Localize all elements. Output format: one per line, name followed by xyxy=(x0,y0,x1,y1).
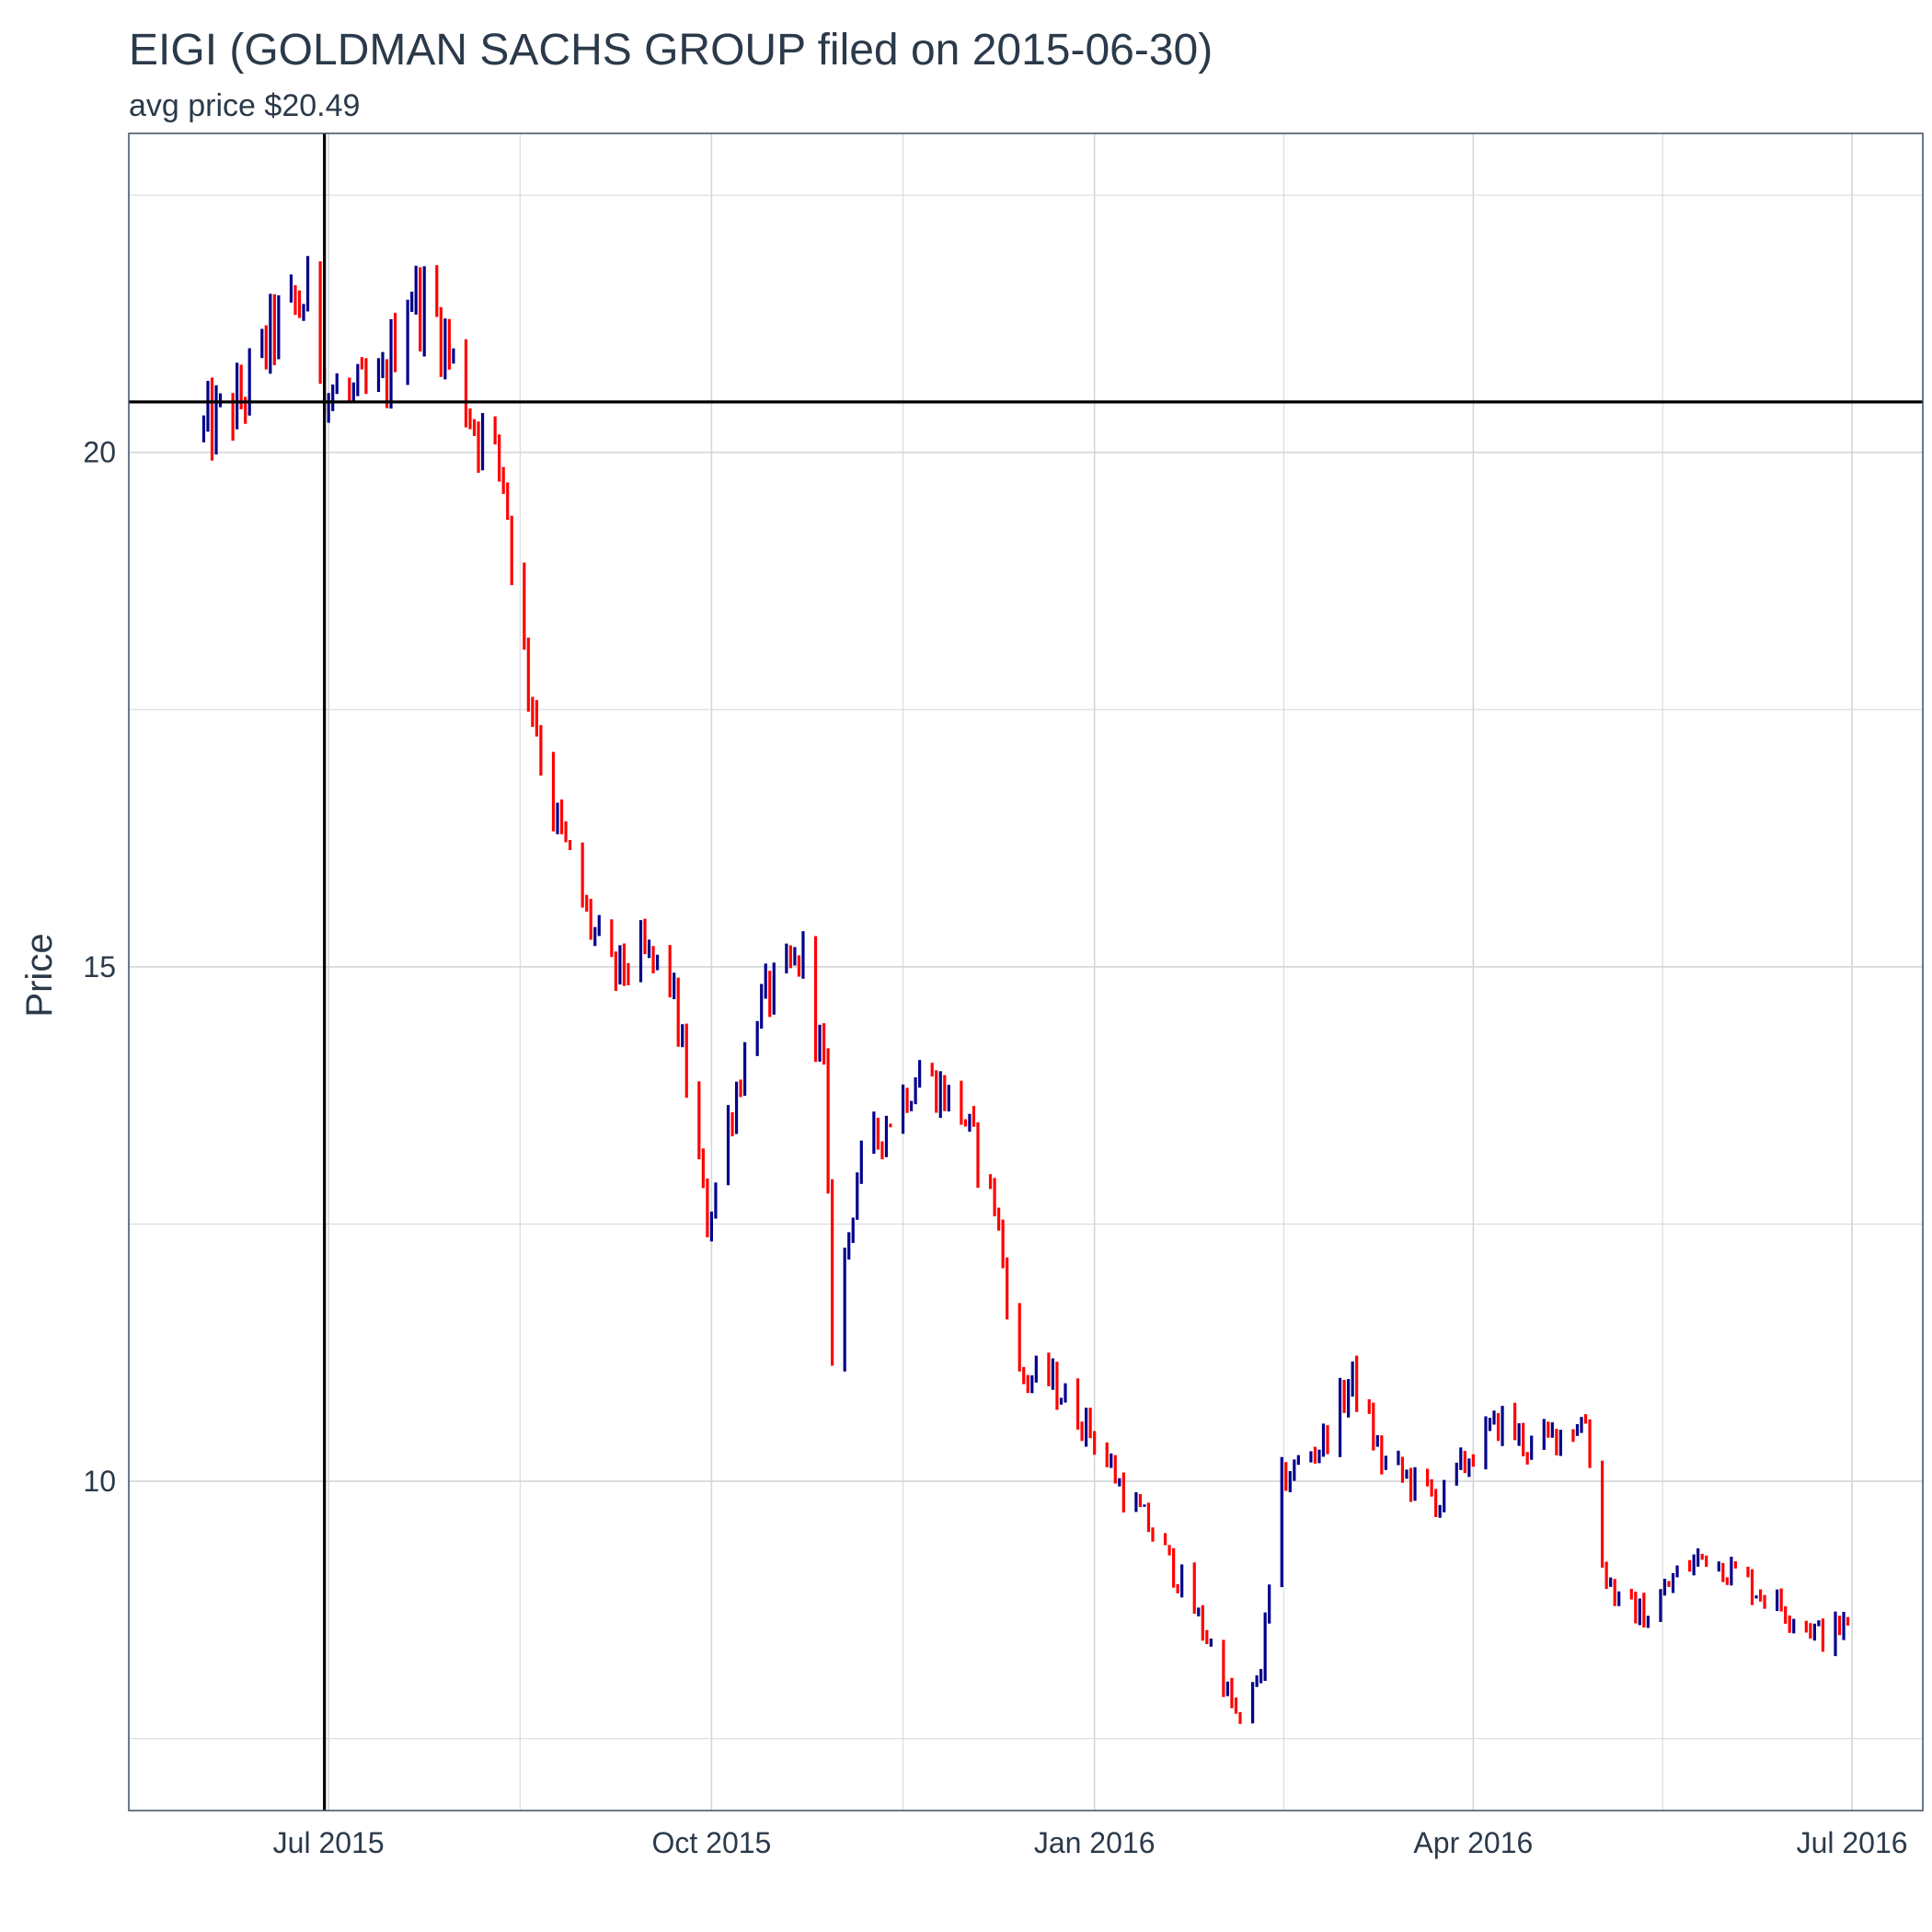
x-tick-label: Jul 2016 xyxy=(1797,1826,1908,1859)
price-bars xyxy=(201,256,1850,1724)
chart-subtitle: avg price $20.49 xyxy=(129,88,360,123)
y-axis-title: Price xyxy=(19,933,60,1017)
y-tick-label: 20 xyxy=(83,436,116,469)
x-tick-label: Oct 2015 xyxy=(651,1826,771,1859)
x-tick-label: Apr 2016 xyxy=(1413,1826,1533,1859)
reference-lines xyxy=(129,133,1923,1811)
plot-panel xyxy=(128,132,1924,1811)
x-axis-ticks: Jul 2015 Oct 2015 Jan 2016 Apr 2016 Jul 2016 xyxy=(273,1826,1908,1859)
x-tick-label: Jan 2016 xyxy=(1034,1826,1156,1859)
chart-title: EIGI (GOLDMAN SACHS GROUP filed on 2015-… xyxy=(129,26,1213,75)
grid-major xyxy=(129,133,1923,1811)
y-tick-label: 10 xyxy=(83,1465,116,1498)
x-tick-label: Jul 2015 xyxy=(273,1826,385,1859)
y-tick-label: 15 xyxy=(83,950,116,983)
y-axis-ticks: 10 15 20 xyxy=(83,436,116,1498)
grid-minor xyxy=(129,133,1923,1811)
